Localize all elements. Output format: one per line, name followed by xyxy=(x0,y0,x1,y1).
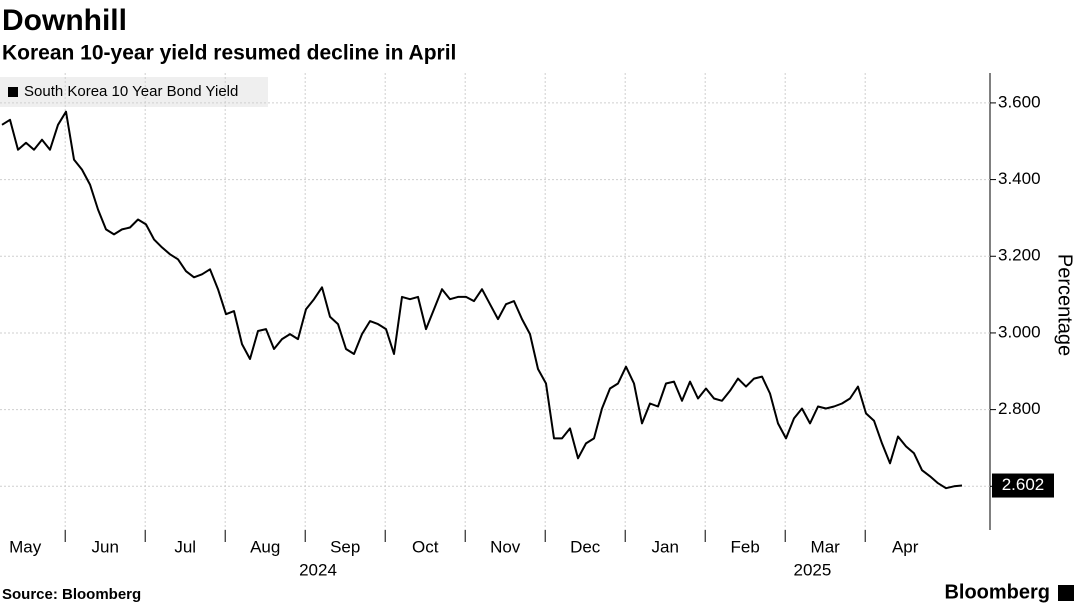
x-tick-label: Mar xyxy=(811,537,841,556)
y-tick-label: 3.000 xyxy=(998,322,1041,341)
legend-swatch xyxy=(8,87,18,97)
last-value-box xyxy=(992,473,1054,498)
x-tick-label: Oct xyxy=(412,537,439,556)
brand: Bloomberg xyxy=(944,581,1050,603)
y-axis-title: Percentage xyxy=(1054,254,1076,356)
year-label: 2025 xyxy=(793,560,831,579)
x-tick-label: Jun xyxy=(91,537,118,556)
chart-title: Downhill xyxy=(2,4,127,37)
line-series xyxy=(1,110,963,490)
last-value-label: 2.602 xyxy=(1002,475,1045,494)
legend-label: South Korea 10 Year Bond Yield xyxy=(24,83,238,100)
x-tick-label: Apr xyxy=(892,537,919,556)
year-label: 2024 xyxy=(299,560,337,579)
source: Source: Bloomberg xyxy=(2,586,141,603)
x-tick-label: Jan xyxy=(651,537,678,556)
x-tick-label: May xyxy=(9,537,42,556)
y-tick-label: 3.200 xyxy=(998,246,1041,265)
x-tick-label: Dec xyxy=(570,537,601,556)
x-tick-label: Sep xyxy=(330,537,360,556)
chart-subtitle: Korean 10-year yield resumed decline in … xyxy=(2,42,456,65)
x-tick-label: Jul xyxy=(174,537,196,556)
y-tick-label: 2.800 xyxy=(998,399,1041,418)
legend-box xyxy=(0,77,268,107)
y-tick-label: 3.400 xyxy=(998,169,1041,188)
brand-icon xyxy=(1058,585,1074,601)
x-tick-label: Feb xyxy=(731,537,760,556)
x-tick-label: Aug xyxy=(250,537,280,556)
y-tick-label: 3.600 xyxy=(998,92,1041,111)
x-tick-label: Nov xyxy=(490,537,521,556)
